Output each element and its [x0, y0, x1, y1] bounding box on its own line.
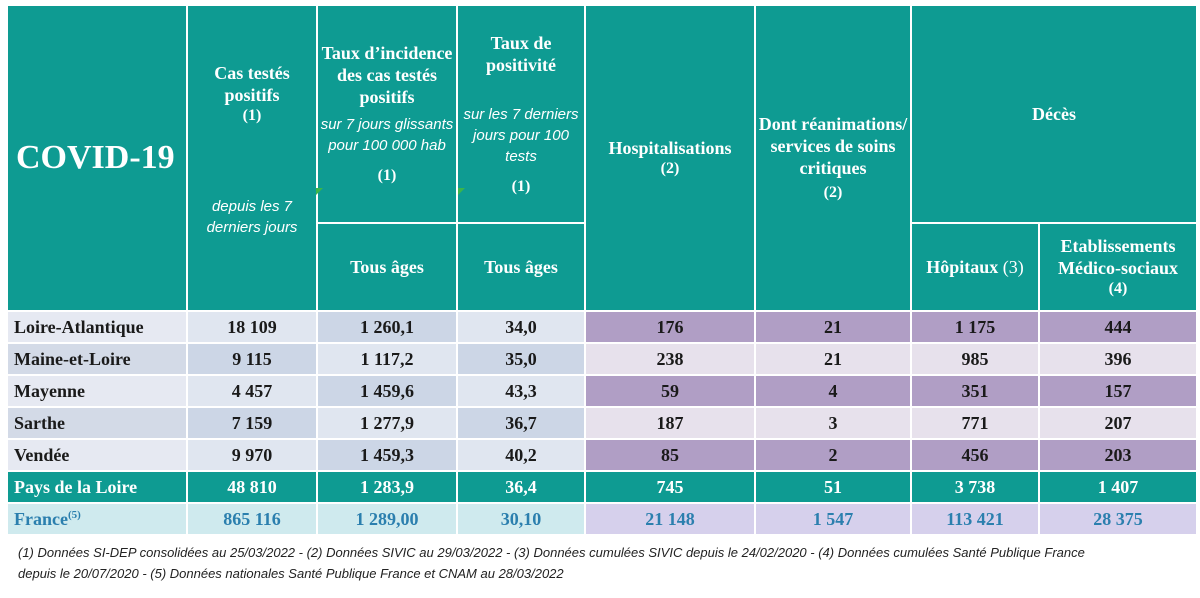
header-positivite-age: Tous âges: [456, 222, 586, 312]
table-row: Mayenne 4 457 1 459,6 43,3 59 4 351 157: [6, 374, 1199, 408]
table-title: COVID-19: [6, 4, 188, 312]
header-incidence-age: Tous âges: [316, 222, 458, 312]
row-label: France(5): [6, 502, 188, 536]
table-row: Maine-et-Loire 9 115 1 117,2 35,0 238 21…: [6, 342, 1199, 376]
cell-ems: 207: [1037, 406, 1199, 440]
row-label: Loire-Atlantique: [6, 310, 188, 344]
cell-incidence: 1 289,00: [316, 502, 458, 536]
cell-positivite: 35,0: [456, 342, 586, 376]
cell-positivite: 36,7: [456, 406, 586, 440]
cell-incidence: 1 260,1: [316, 310, 458, 344]
header-taux-positivite: Taux de positivité sur les 7 derniers jo…: [456, 4, 586, 224]
header-hospitalisations: Hospitalisations (2): [584, 4, 756, 312]
cell-ems: 28 375: [1037, 502, 1199, 536]
cell-hopitaux: 1 175: [910, 310, 1040, 344]
cell-cas: 4 457: [186, 374, 318, 408]
footnote-line-1: (1) Données SI-DEP consolidées au 25/03/…: [18, 545, 1085, 560]
cell-hopitaux: 351: [910, 374, 1040, 408]
cell-hopitaux: 3 738: [910, 470, 1040, 504]
cell-cas: 18 109: [186, 310, 318, 344]
footnote: (1) Données SI-DEP consolidées au 25/03/…: [18, 542, 1193, 584]
cell-hopitaux: 113 421: [910, 502, 1040, 536]
row-label: Pays de la Loire: [6, 470, 188, 504]
cell-hopitaux: 771: [910, 406, 1040, 440]
cell-cas: 48 810: [186, 470, 318, 504]
table-row: Vendée 9 970 1 459,3 40,2 85 2 456 203: [6, 438, 1199, 472]
cell-hosp: 21 148: [584, 502, 756, 536]
cell-incidence: 1 117,2: [316, 342, 458, 376]
cell-hosp: 85: [584, 438, 756, 472]
cell-cas: 9 970: [186, 438, 318, 472]
cell-incidence: 1 283,9: [316, 470, 458, 504]
cell-rea: 51: [754, 470, 912, 504]
row-label: Sarthe: [6, 406, 188, 440]
cell-hopitaux: 985: [910, 342, 1040, 376]
header-deces-ems: Etablissements Médico-sociaux (4): [1037, 222, 1199, 312]
cell-rea: 4: [754, 374, 912, 408]
cell-cas: 9 115: [186, 342, 318, 376]
cell-hosp: 745: [584, 470, 756, 504]
cell-rea: 3: [754, 406, 912, 440]
cell-positivite: 36,4: [456, 470, 586, 504]
cell-positivite: 34,0: [456, 310, 586, 344]
row-label: Vendée: [6, 438, 188, 472]
row-label: Maine-et-Loire: [6, 342, 188, 376]
cell-incidence: 1 459,3: [316, 438, 458, 472]
covid-table-wrapper: COVID-19 Cas testés positifs (1) depuis …: [6, 4, 1199, 536]
cell-positivite: 40,2: [456, 438, 586, 472]
table-row: Loire-Atlantique 18 109 1 260,1 34,0 176…: [6, 310, 1199, 344]
header-reanimations: Dont réanimations/ services de soins cri…: [754, 4, 912, 312]
cell-incidence: 1 459,6: [316, 374, 458, 408]
cell-hosp: 187: [584, 406, 756, 440]
header-cas: Cas testés positifs (1) depuis les 7 der…: [186, 4, 318, 312]
cell-rea: 1 547: [754, 502, 912, 536]
cell-cas: 865 116: [186, 502, 318, 536]
cell-hopitaux: 456: [910, 438, 1040, 472]
cell-positivite: 43,3: [456, 374, 586, 408]
header-deces: Décès: [909, 4, 1199, 224]
header-taux-incidence: Taux d’incidence des cas testés positifs…: [316, 4, 458, 224]
cell-positivite: 30,10: [456, 502, 586, 536]
cell-incidence: 1 277,9: [316, 406, 458, 440]
cell-ems: 1 407: [1037, 470, 1199, 504]
cell-ems: 203: [1037, 438, 1199, 472]
footnote-line-2: depuis le 20/07/2020 - (5) Données natio…: [18, 566, 564, 581]
cell-ems: 157: [1037, 374, 1199, 408]
cell-ems: 396: [1037, 342, 1199, 376]
region-row: Pays de la Loire 48 810 1 283,9 36,4 745…: [6, 470, 1199, 504]
comment-marker-icon: [316, 188, 323, 195]
cell-hosp: 238: [584, 342, 756, 376]
cell-hosp: 59: [584, 374, 756, 408]
comment-marker-icon: [458, 188, 465, 195]
header-deces-hopitaux: Hôpitaux (3): [910, 222, 1040, 312]
cell-ems: 444: [1037, 310, 1199, 344]
covid-table: COVID-19 Cas testés positifs (1) depuis …: [6, 4, 1199, 536]
cell-rea: 2: [754, 438, 912, 472]
row-label: Mayenne: [6, 374, 188, 408]
cell-rea: 21: [754, 310, 912, 344]
cell-hosp: 176: [584, 310, 756, 344]
cell-rea: 21: [754, 342, 912, 376]
table-row: Sarthe 7 159 1 277,9 36,7 187 3 771 207: [6, 406, 1199, 440]
cell-cas: 7 159: [186, 406, 318, 440]
france-row: France(5) 865 116 1 289,00 30,10 21 148 …: [6, 502, 1199, 536]
